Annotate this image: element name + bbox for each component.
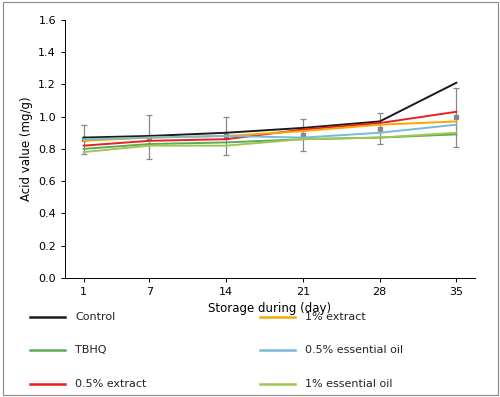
1% essential oil <box>300 137 306 142</box>
1% extract <box>223 133 229 139</box>
0.5% extract <box>223 137 229 142</box>
1% extract <box>146 135 152 140</box>
0.5% essential oil <box>454 122 460 127</box>
Line: Control: Control <box>84 83 456 138</box>
1% extract <box>454 119 460 124</box>
TBHQ <box>223 140 229 145</box>
Text: 0.5% essential oil: 0.5% essential oil <box>305 345 403 355</box>
Line: TBHQ: TBHQ <box>84 134 456 149</box>
0.5% essential oil <box>146 135 152 140</box>
1% extract <box>376 122 382 127</box>
Text: TBHQ: TBHQ <box>75 345 106 355</box>
Text: Control: Control <box>75 312 115 322</box>
Control <box>454 80 460 85</box>
Control <box>300 125 306 130</box>
Text: 1% extract: 1% extract <box>305 312 366 322</box>
X-axis label: Storage during (day): Storage during (day) <box>208 303 332 316</box>
0.5% extract <box>300 127 306 132</box>
Line: 1% essential oil: 1% essential oil <box>84 133 456 152</box>
Control <box>80 135 86 140</box>
TBHQ <box>300 137 306 142</box>
1% essential oil <box>454 130 460 135</box>
Control <box>376 119 382 124</box>
TBHQ <box>376 135 382 140</box>
Line: 1% extract: 1% extract <box>84 121 456 141</box>
Control <box>146 133 152 139</box>
Control <box>223 130 229 135</box>
0.5% essential oil <box>300 135 306 140</box>
1% essential oil <box>223 143 229 148</box>
1% extract <box>300 129 306 133</box>
1% essential oil <box>376 135 382 140</box>
Line: 0.5% extract: 0.5% extract <box>84 112 456 146</box>
0.5% essential oil <box>223 133 229 139</box>
0.5% extract <box>146 139 152 143</box>
1% extract <box>80 139 86 143</box>
1% essential oil <box>80 150 86 154</box>
0.5% essential oil <box>376 130 382 135</box>
0.5% essential oil <box>80 137 86 142</box>
Text: 0.5% extract: 0.5% extract <box>75 379 146 389</box>
0.5% extract <box>454 110 460 114</box>
1% essential oil <box>146 143 152 148</box>
0.5% extract <box>376 121 382 125</box>
0.5% extract <box>80 143 86 148</box>
TBHQ <box>454 132 460 137</box>
TBHQ <box>146 142 152 146</box>
Y-axis label: Acid value (mg/g): Acid value (mg/g) <box>20 96 32 201</box>
TBHQ <box>80 146 86 151</box>
Line: 0.5% essential oil: 0.5% essential oil <box>84 125 456 139</box>
Text: 1% essential oil: 1% essential oil <box>305 379 392 389</box>
